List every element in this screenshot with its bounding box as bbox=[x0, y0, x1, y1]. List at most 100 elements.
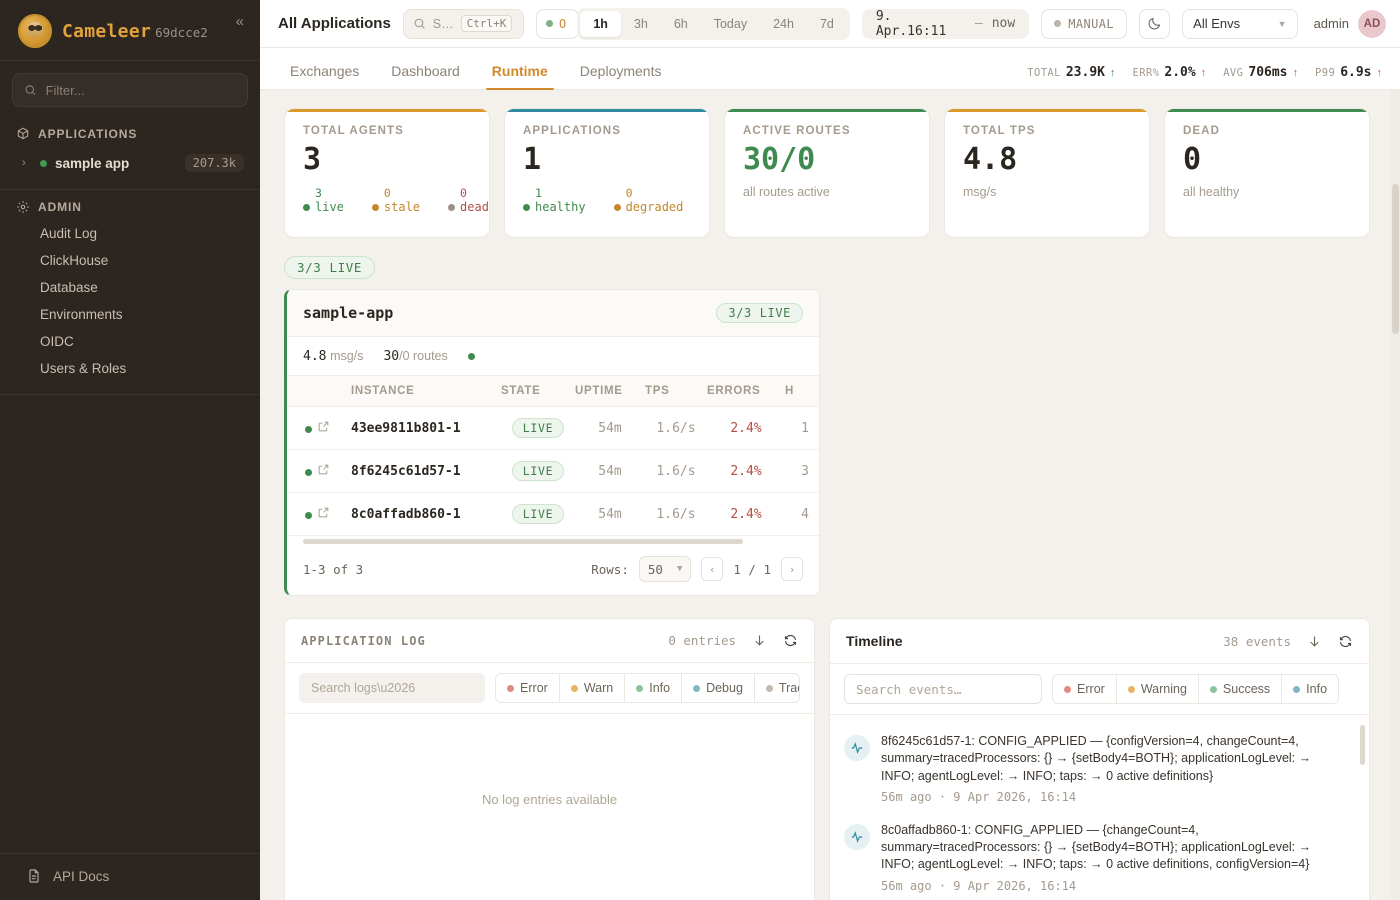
breakdown-count: 0 bbox=[383, 186, 391, 200]
col-errors[interactable]: ERRORS bbox=[707, 376, 785, 407]
table-row[interactable]: 43ee9811b801-1 LIVE 54m 1.6/s 2.4% 1 bbox=[287, 406, 819, 450]
level-label: Trace bbox=[778, 681, 799, 695]
external-link-icon[interactable] bbox=[317, 463, 330, 476]
range-7d[interactable]: 7d bbox=[819, 16, 834, 31]
timeline-list[interactable]: 8f6245c61d57-1: CONFIG_APPLIED — {config… bbox=[830, 715, 1369, 900]
timeline-header: Timeline 38 events bbox=[830, 619, 1369, 664]
timeline-level-filters: Error Warning Success Info bbox=[1052, 674, 1340, 704]
refresh-icon[interactable] bbox=[783, 633, 798, 648]
collapse-sidebar-icon[interactable]: « bbox=[235, 13, 244, 30]
level-dot bbox=[636, 684, 644, 692]
next-page-button[interactable]: › bbox=[781, 557, 803, 581]
table-row[interactable]: 8c0affadb860-1 LIVE 54m 1.6/s 2.4% 4 bbox=[287, 492, 819, 536]
manual-refresh-toggle[interactable]: MANUAL bbox=[1041, 8, 1127, 39]
timeline-event[interactable]: 8f6245c61d57-1: CONFIG_APPLIED — {config… bbox=[842, 725, 1355, 814]
sidebar-item-database[interactable]: Database bbox=[40, 280, 98, 295]
page-scrollbar[interactable] bbox=[1391, 90, 1400, 900]
timeline-search-input[interactable] bbox=[856, 681, 1031, 697]
log-search-input[interactable] bbox=[311, 681, 474, 695]
application-name: sample-app bbox=[303, 304, 394, 322]
scroll-to-bottom-icon[interactable] bbox=[1307, 634, 1322, 649]
level-label: Debug bbox=[706, 681, 743, 695]
routes-metric: 30/0 routes bbox=[383, 348, 447, 364]
range-to: now bbox=[991, 16, 1016, 31]
sidebar-item-audit-log[interactable]: Audit Log bbox=[40, 226, 98, 241]
global-search[interactable]: S… Ctrl+K bbox=[402, 8, 524, 39]
breakdown-text: 0 stale bbox=[384, 186, 420, 215]
range-3h[interactable]: 3h bbox=[633, 16, 648, 31]
log-search[interactable] bbox=[299, 673, 486, 703]
scrollbar-thumb[interactable] bbox=[303, 539, 743, 544]
timeline-filter-info[interactable]: Info bbox=[1282, 675, 1338, 703]
row-open[interactable] bbox=[317, 406, 351, 450]
range-1h[interactable]: 1h bbox=[580, 10, 621, 37]
theme-toggle-button[interactable] bbox=[1138, 8, 1171, 39]
tab-dashboard[interactable]: Dashboard bbox=[391, 63, 460, 79]
external-link-icon[interactable] bbox=[317, 420, 330, 433]
sidebar-item-oidc[interactable]: OIDC bbox=[40, 334, 74, 349]
scrollbar-thumb[interactable] bbox=[1392, 184, 1399, 334]
table-head: INSTANCE STATE UPTIME TPS ERRORS H bbox=[287, 376, 819, 407]
log-level-info[interactable]: Info bbox=[625, 674, 683, 702]
sidebar-item-clickhouse[interactable]: ClickHouse bbox=[40, 253, 109, 268]
timeline-event-body: 8f6245c61d57-1: CONFIG_APPLIED — {config… bbox=[881, 733, 1341, 804]
range-24h[interactable]: 24h bbox=[773, 16, 794, 31]
row-open[interactable] bbox=[317, 492, 351, 536]
level-dot bbox=[507, 684, 515, 692]
breakdown-stale: 0 stale bbox=[371, 186, 420, 215]
row-state: LIVE bbox=[501, 449, 575, 493]
log-level-debug[interactable]: Debug bbox=[682, 674, 755, 702]
tab-deployments[interactable]: Deployments bbox=[579, 63, 662, 79]
search-placeholder: S… bbox=[432, 16, 454, 31]
user-menu[interactable]: admin AD bbox=[1314, 9, 1386, 38]
log-level-trace[interactable]: Trace bbox=[755, 674, 799, 702]
sidebar-item-environments[interactable]: Environments bbox=[40, 307, 123, 322]
env-select[interactable]: All Envs ▼ bbox=[1182, 8, 1298, 39]
row-state: LIVE bbox=[501, 492, 575, 536]
rows-per-page-select[interactable]: 50 ▼ bbox=[638, 556, 692, 582]
range-6h[interactable]: 6h bbox=[673, 16, 688, 31]
live-status-pill[interactable]: O bbox=[535, 8, 580, 39]
timeline-scrollbar-thumb[interactable] bbox=[1360, 725, 1365, 765]
timeline-filter-error[interactable]: Error bbox=[1053, 675, 1117, 703]
timeline-event[interactable]: 8c0affadb860-1: CONFIG_APPLIED — {change… bbox=[842, 814, 1355, 900]
external-link-icon[interactable] bbox=[317, 506, 330, 519]
trend-up-icon: ↑ bbox=[1292, 67, 1299, 79]
sidebar-item-sample-app[interactable]: › sample app 207.3k bbox=[0, 147, 260, 179]
filter-input[interactable] bbox=[45, 82, 236, 98]
stat-value: 23.9K bbox=[1065, 65, 1105, 80]
col-tps[interactable]: TPS bbox=[645, 376, 707, 407]
sidebar-filter[interactable] bbox=[12, 73, 248, 107]
tab-runtime[interactable]: Runtime bbox=[480, 63, 560, 90]
tab-exchanges[interactable]: Exchanges bbox=[290, 63, 360, 79]
range-today[interactable]: Today bbox=[713, 16, 748, 31]
gear-icon bbox=[17, 201, 29, 213]
refresh-icon[interactable] bbox=[1338, 634, 1353, 649]
sidebar-item-users-roles[interactable]: Users & Roles bbox=[40, 361, 127, 376]
main-area: All Applications S… Ctrl+K O 1h 3h 6h To… bbox=[260, 0, 1400, 900]
timeline-filter-success[interactable]: Success bbox=[1199, 675, 1283, 703]
table-horizontal-scrollbar[interactable] bbox=[287, 536, 819, 544]
time-range-display[interactable]: 9. Apr.16:11 — now bbox=[861, 8, 1030, 39]
col-state[interactable]: STATE bbox=[501, 376, 575, 407]
breakdown-count: 0 bbox=[625, 186, 633, 200]
time-range-segmented[interactable]: 1h 3h 6h Today 24h 7d bbox=[577, 7, 850, 40]
timeline-search[interactable] bbox=[844, 674, 1043, 704]
divider bbox=[0, 853, 260, 854]
scroll-to-bottom-icon[interactable] bbox=[752, 633, 767, 648]
log-level-error[interactable]: Error bbox=[496, 674, 560, 702]
sidebar-item-api-docs[interactable]: API Docs bbox=[0, 854, 260, 900]
stat-key: TOTAL bbox=[1027, 67, 1061, 79]
row-open[interactable] bbox=[317, 449, 351, 493]
log-level-warn[interactable]: Warn bbox=[560, 674, 626, 702]
col-h[interactable]: H bbox=[785, 376, 819, 407]
col-uptime[interactable]: UPTIME bbox=[575, 376, 645, 407]
status-dot bbox=[545, 20, 553, 27]
table-row[interactable]: 8f6245c61d57-1 LIVE 54m 1.6/s 2.4% 3 bbox=[287, 449, 819, 493]
prev-page-button[interactable]: ‹ bbox=[701, 557, 724, 581]
log-panel-title: APPLICATION LOG bbox=[301, 633, 426, 648]
timeline-filter-warning[interactable]: Warning bbox=[1117, 675, 1199, 703]
activity-icon bbox=[844, 823, 871, 850]
col-instance[interactable]: INSTANCE bbox=[351, 376, 501, 407]
divider bbox=[0, 60, 260, 61]
